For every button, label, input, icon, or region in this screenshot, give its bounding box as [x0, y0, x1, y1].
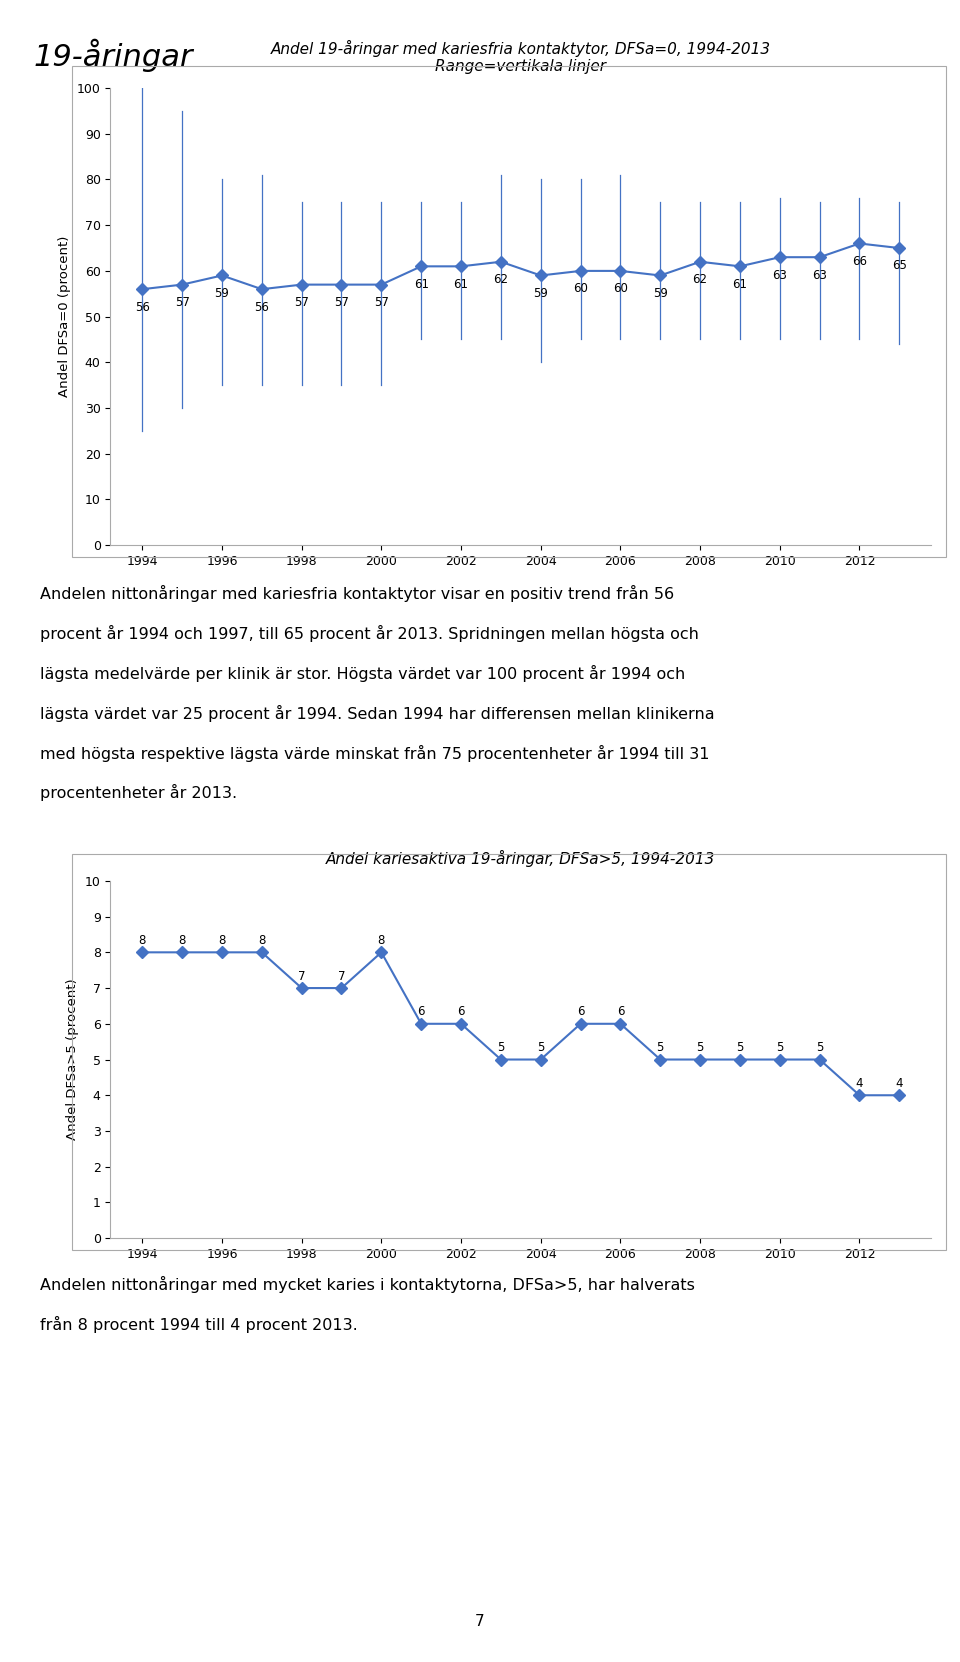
Title: Andel kariesaktiva 19-åringar, DFSa>5, 1994-2013: Andel kariesaktiva 19-åringar, DFSa>5, 1… [326, 851, 715, 868]
Text: 63: 63 [773, 269, 787, 281]
Text: 8: 8 [258, 934, 266, 947]
Text: 5: 5 [537, 1040, 544, 1054]
Text: 7: 7 [475, 1614, 485, 1629]
Text: från 8 procent 1994 till 4 procent 2013.: från 8 procent 1994 till 4 procent 2013. [40, 1316, 358, 1333]
Text: 60: 60 [573, 283, 588, 296]
Text: 5: 5 [657, 1040, 664, 1054]
Text: 5: 5 [776, 1040, 783, 1054]
Text: 19-åringar: 19-åringar [34, 38, 193, 71]
Text: 57: 57 [175, 296, 189, 309]
Text: 62: 62 [692, 273, 708, 286]
Text: 7: 7 [298, 969, 305, 982]
Text: procentenheter år 2013.: procentenheter år 2013. [40, 784, 237, 801]
Y-axis label: Andel DFSa>5 (procent): Andel DFSa>5 (procent) [66, 979, 80, 1140]
Text: 61: 61 [414, 278, 429, 291]
Text: 6: 6 [616, 1006, 624, 1019]
Text: 8: 8 [377, 934, 385, 947]
Text: lägsta medelvärde per klinik är stor. Högsta värdet var 100 procent år 1994 och: lägsta medelvärde per klinik är stor. Hö… [40, 665, 685, 681]
Text: 4: 4 [896, 1077, 903, 1090]
Text: 4: 4 [855, 1077, 863, 1090]
Y-axis label: Andel DFSa=0 (procent): Andel DFSa=0 (procent) [59, 236, 71, 397]
Text: 65: 65 [892, 259, 907, 273]
Text: Andelen nittonåringar med kariesfria kontaktytor visar en positiv trend från 56: Andelen nittonåringar med kariesfria kon… [40, 585, 675, 602]
Text: 5: 5 [816, 1040, 824, 1054]
Text: 5: 5 [497, 1040, 505, 1054]
Text: 6: 6 [577, 1006, 585, 1019]
Text: 6: 6 [418, 1006, 425, 1019]
Text: 57: 57 [294, 296, 309, 309]
Text: 5: 5 [696, 1040, 704, 1054]
Title: Andel 19-åringar med kariesfria kontaktytor, DFSa=0, 1994-2013
Range=vertikala l: Andel 19-åringar med kariesfria kontakty… [271, 40, 771, 75]
Text: 59: 59 [653, 288, 668, 299]
Text: 8: 8 [138, 934, 146, 947]
Text: 7: 7 [338, 969, 346, 982]
Text: 59: 59 [534, 288, 548, 299]
Text: 61: 61 [732, 278, 748, 291]
Text: 61: 61 [453, 278, 468, 291]
Text: 59: 59 [214, 288, 229, 299]
Text: 6: 6 [457, 1006, 465, 1019]
Text: 57: 57 [373, 296, 389, 309]
Text: Andelen nittonåringar med mycket karies i kontaktytorna, DFSa>5, har halverats: Andelen nittonåringar med mycket karies … [40, 1276, 695, 1293]
Text: med högsta respektive lägsta värde minskat från 75 procentenheter år 1994 till 3: med högsta respektive lägsta värde minsk… [40, 745, 709, 761]
Text: 56: 56 [254, 301, 269, 314]
Text: 63: 63 [812, 269, 828, 281]
Text: 57: 57 [334, 296, 348, 309]
Text: 5: 5 [736, 1040, 744, 1054]
Text: 60: 60 [613, 283, 628, 296]
Text: lägsta värdet var 25 procent år 1994. Sedan 1994 har differensen mellan kliniker: lägsta värdet var 25 procent år 1994. Se… [40, 705, 715, 721]
Text: 62: 62 [493, 273, 509, 286]
Text: 8: 8 [179, 934, 186, 947]
Text: procent år 1994 och 1997, till 65 procent år 2013. Spridningen mellan högsta och: procent år 1994 och 1997, till 65 procen… [40, 625, 699, 642]
Text: 8: 8 [218, 934, 226, 947]
Text: 56: 56 [134, 301, 150, 314]
Text: 66: 66 [852, 254, 867, 268]
